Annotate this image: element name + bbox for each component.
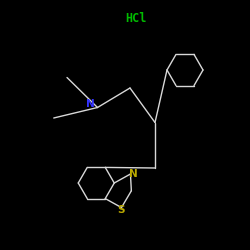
Text: N: N bbox=[86, 99, 94, 109]
Text: S: S bbox=[118, 205, 125, 215]
Text: N: N bbox=[128, 169, 137, 179]
Text: HCl: HCl bbox=[126, 12, 147, 25]
